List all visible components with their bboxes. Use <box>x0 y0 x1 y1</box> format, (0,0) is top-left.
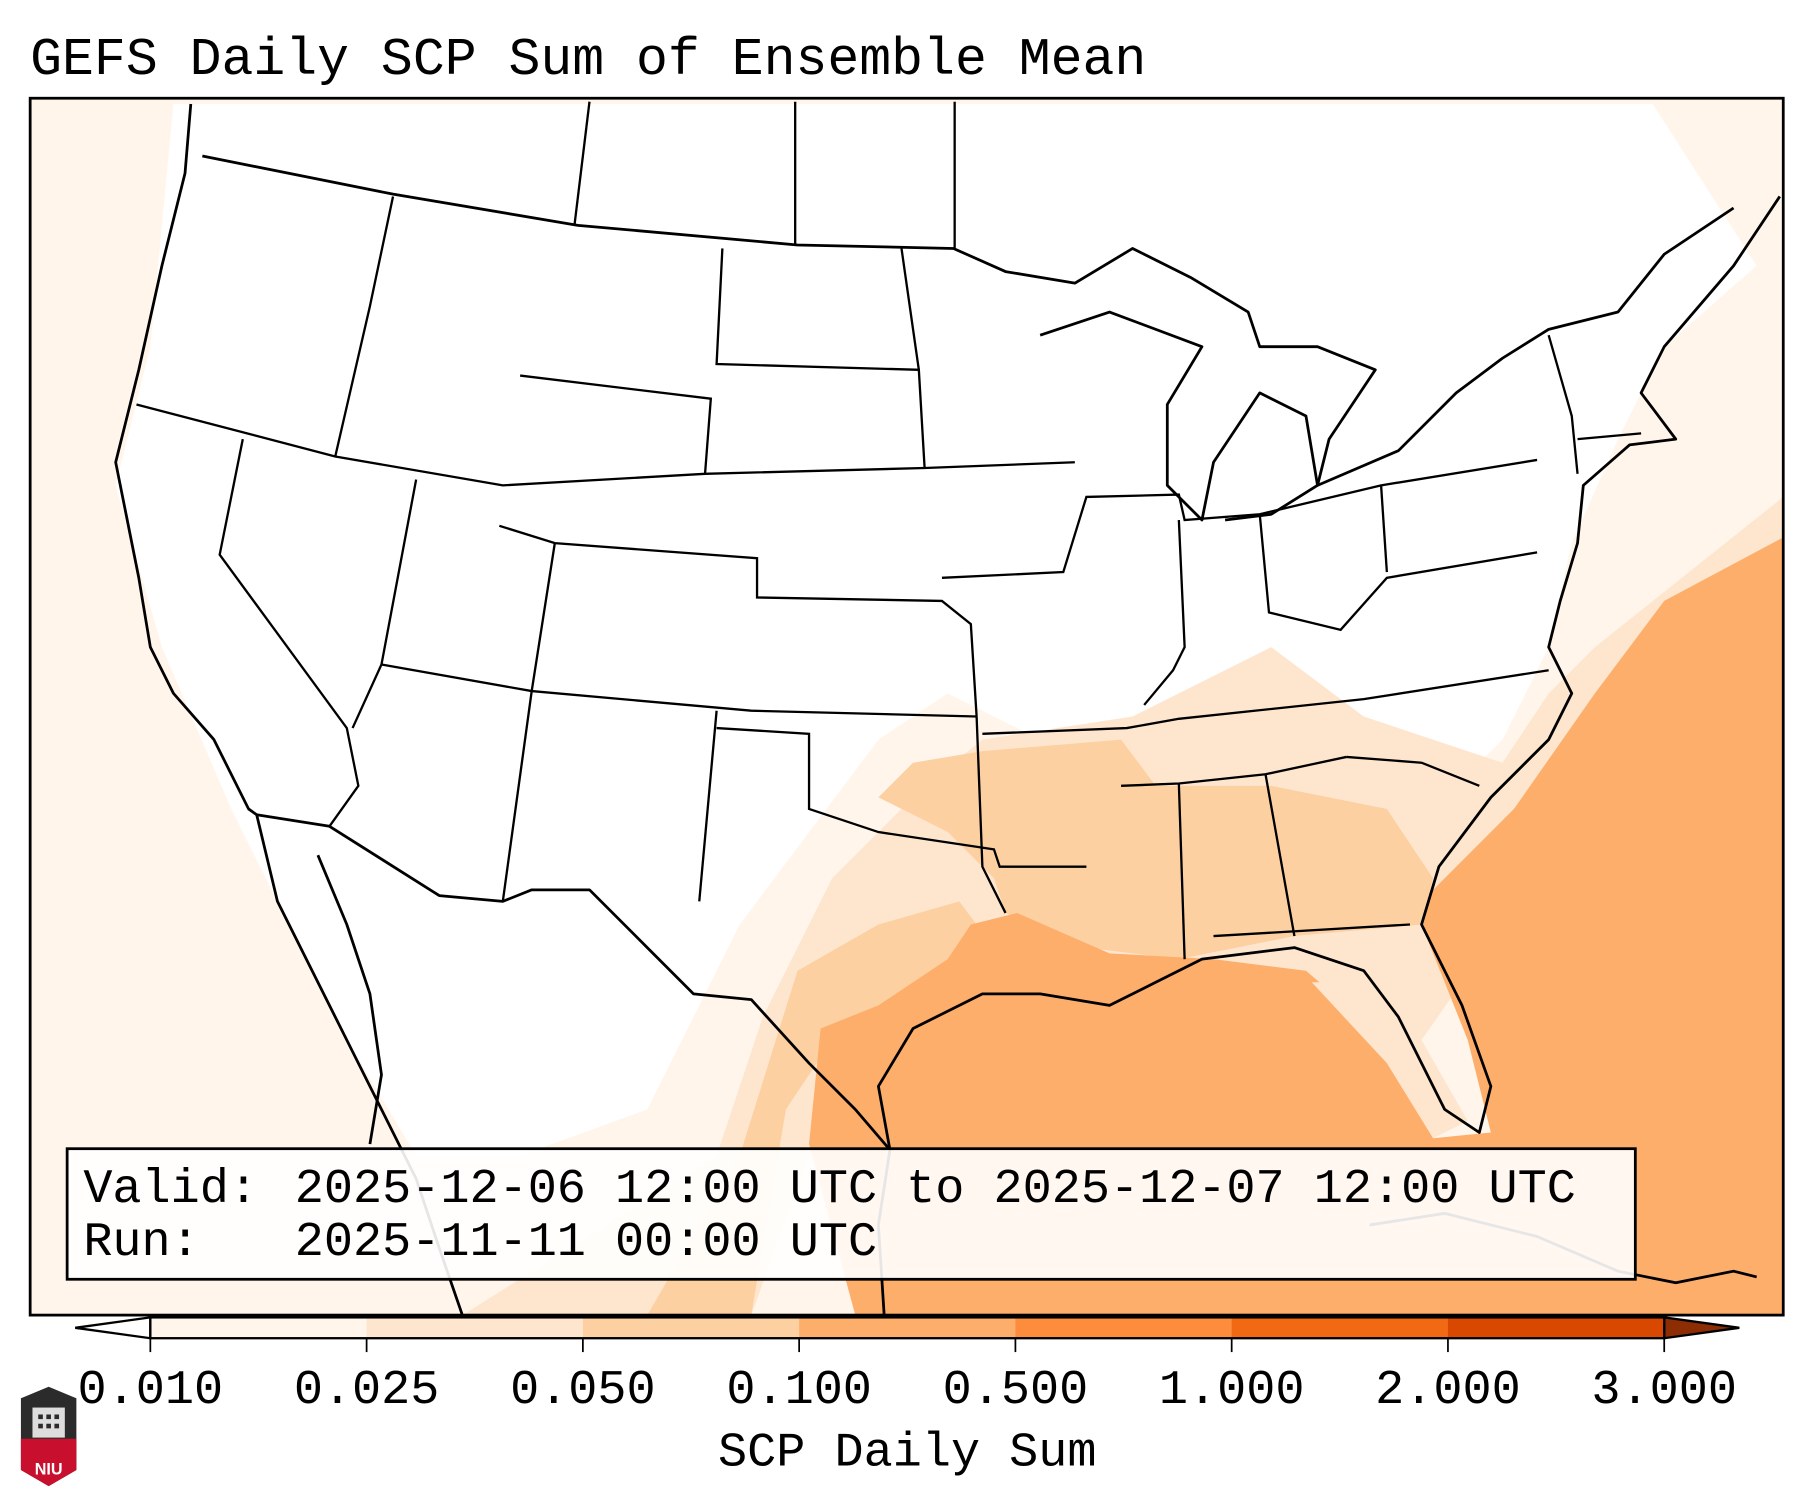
valid-text: 2025-12-06 12:00 UTC to 2025-12-07 12:00… <box>295 1162 1576 1217</box>
coastline-us <box>114 103 1781 1152</box>
colorbar-segment <box>1447 1317 1665 1339</box>
valid-label: Valid: <box>83 1162 258 1217</box>
field-region-005 <box>878 739 1434 960</box>
colorbar-tick-label: 0.010 <box>78 1363 224 1418</box>
svg-text:NIU: NIU <box>35 1461 63 1479</box>
colorbar-segment <box>366 1317 584 1339</box>
run-text: 2025-11-11 00:00 UTC <box>295 1215 877 1270</box>
coastline-baja <box>316 854 383 1145</box>
info-box: Valid: 2025-12-06 12:00 UTC to 2025-12-07… <box>65 1147 1637 1281</box>
map-frame <box>28 96 1785 1317</box>
colorbar-tick-label: 3.000 <box>1591 1363 1737 1418</box>
colorbar: 0.010 0.025 0.050 0.100 0.500 1.000 2.000 3.000 <box>75 1316 1740 1418</box>
colorbar-tick-label: 1.000 <box>1159 1363 1305 1418</box>
colorbar-extend-max <box>1663 1316 1740 1340</box>
colorbar-segment <box>799 1317 1016 1339</box>
map-area <box>30 98 1784 1316</box>
field-region-010 <box>809 537 1784 1316</box>
colorbar-outline <box>149 1316 1666 1340</box>
svg-text:Valid:2025-12-06 12:00 UTC to: Valid: 2025-12-06 12:00 UTC to 2025-12-07… <box>83 1162 1576 1217</box>
colorbar-extend-min <box>75 1316 152 1340</box>
niu-logo: NIU <box>20 1386 77 1487</box>
colorbar-segment <box>1015 1317 1233 1339</box>
colorbar-tick-label: 0.100 <box>726 1363 872 1418</box>
colorbar-segment <box>150 1317 368 1339</box>
chart-title: GEFS Daily SCP Sum of Ensemble Mean <box>30 30 1146 90</box>
run-label: Run: <box>83 1215 199 1270</box>
colorbar-tick-label: 2.000 <box>1375 1363 1521 1418</box>
svg-text:Run:2025-11-11 00:00 UTC: Run: 2025-11-11 00:00 UTC <box>83 1215 877 1270</box>
field-florida <box>1311 982 1468 1139</box>
colorbar-tick-label: 0.025 <box>294 1363 440 1418</box>
colorbar-segment <box>1231 1317 1449 1339</box>
colorbar-label: SCP Daily Sum <box>718 1425 1096 1480</box>
colorbar-tick-label: 0.050 <box>510 1363 656 1418</box>
colorbar-segment <box>582 1317 800 1339</box>
state-boundaries <box>136 101 1642 960</box>
coastline-great-lakes <box>1039 310 1319 522</box>
border-canada <box>202 154 1735 487</box>
colorbar-tick-label: 0.500 <box>943 1363 1089 1418</box>
